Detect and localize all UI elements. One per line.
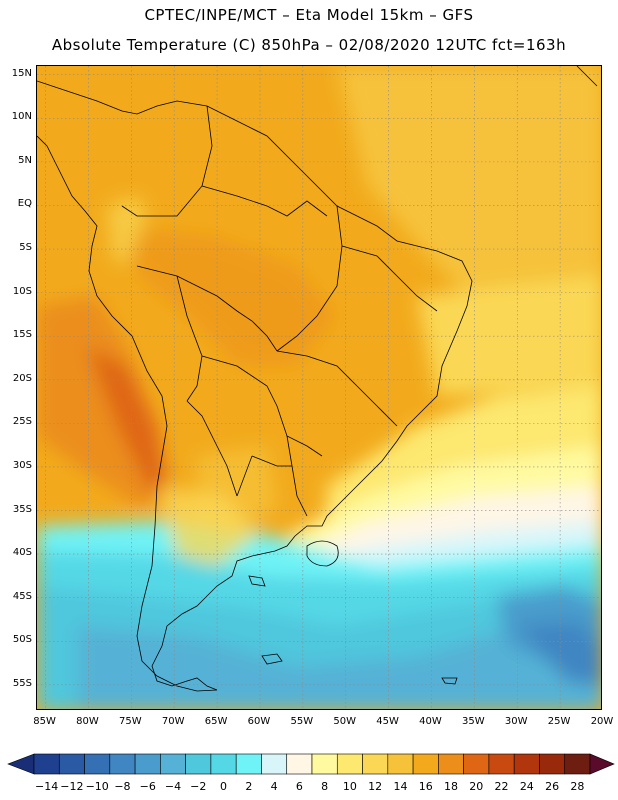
colorbar-label: 0 bbox=[220, 780, 228, 793]
colorbar-swatch bbox=[362, 753, 389, 775]
colorbar-swatch bbox=[210, 753, 237, 775]
latitude-label: 30S bbox=[12, 459, 32, 471]
colorbar-label: 8 bbox=[321, 780, 329, 793]
colorbar-swatch bbox=[539, 753, 566, 775]
colorbar-label: −8 bbox=[114, 780, 131, 793]
colorbar-swatch bbox=[336, 753, 363, 775]
colorbar-swatch bbox=[463, 753, 490, 775]
chart-title-line2: Absolute Temperature (C) 850hPa – 02/08/… bbox=[51, 36, 567, 54]
colorbar-label: 28 bbox=[570, 780, 585, 793]
longitude-label: 45W bbox=[376, 716, 399, 727]
colorbar-swatch bbox=[160, 753, 186, 775]
colorbar-label: 24 bbox=[519, 780, 534, 793]
colorbar-label: 22 bbox=[494, 780, 509, 793]
colorbar-swatch bbox=[488, 753, 515, 775]
longitude-label: 35W bbox=[462, 716, 485, 727]
colorbar-label: −10 bbox=[85, 780, 109, 793]
latitude-label: 10N bbox=[11, 111, 32, 123]
longitude-label: 25W bbox=[547, 716, 571, 727]
colorbar-swatch bbox=[564, 753, 591, 775]
colorbar bbox=[7, 753, 615, 775]
colorbar-label: 2 bbox=[245, 780, 253, 793]
colorbar-underflow-arrow bbox=[7, 753, 35, 775]
latitude-label: 45S bbox=[12, 590, 32, 602]
latitude-label: 40S bbox=[12, 547, 32, 559]
colorbar-label: −2 bbox=[190, 780, 207, 793]
colorbar-label: 10 bbox=[342, 780, 357, 793]
chart-title-line1: CPTEC/INPE/MCT – Eta Model 15km – GFS bbox=[144, 6, 474, 24]
colorbar-swatch bbox=[84, 753, 111, 775]
colorbar-overflow-arrow bbox=[589, 753, 615, 775]
map-panel bbox=[36, 65, 602, 710]
longitude-label: 20W bbox=[590, 716, 614, 727]
latitude-label: EQ bbox=[17, 198, 32, 210]
longitude-label: 55W bbox=[290, 716, 314, 727]
colorbar-label: −6 bbox=[139, 780, 156, 793]
colorbar-swatch bbox=[513, 753, 540, 775]
latitude-label: 20S bbox=[12, 372, 32, 384]
colorbar-swatch bbox=[58, 753, 85, 775]
colorbar-label: 18 bbox=[444, 780, 458, 793]
colorbar-label: 12 bbox=[368, 780, 383, 793]
longitude-label: 75W bbox=[119, 716, 142, 727]
latitude-label: 15S bbox=[12, 329, 32, 341]
colorbar-swatch bbox=[261, 753, 288, 775]
colorbar-label: 14 bbox=[393, 780, 408, 793]
graticule bbox=[37, 66, 601, 709]
colorbar-label: 26 bbox=[545, 780, 560, 793]
colorbar-swatch bbox=[109, 753, 136, 775]
latitude-label: 50S bbox=[12, 634, 32, 646]
colorbar-label: 6 bbox=[295, 780, 303, 793]
longitude-label: 30W bbox=[504, 716, 528, 727]
colorbar-swatch bbox=[134, 753, 161, 775]
latitude-label: 5S bbox=[19, 242, 32, 254]
colorbar-label: −12 bbox=[60, 780, 84, 793]
longitude-label: 85W bbox=[33, 716, 56, 727]
colorbar-label: 16 bbox=[418, 780, 433, 793]
longitude-label: 50W bbox=[333, 716, 357, 727]
colorbar-label: 20 bbox=[469, 780, 484, 793]
latitude-label: 15N bbox=[11, 67, 32, 79]
latitude-label: 5N bbox=[18, 154, 32, 166]
colorbar-swatch bbox=[387, 753, 414, 775]
longitude-label: 40W bbox=[419, 716, 442, 727]
colorbar-swatch bbox=[33, 753, 60, 775]
longitude-label: 65W bbox=[204, 716, 228, 727]
colorbar-swatch bbox=[438, 753, 464, 775]
colorbar-swatch bbox=[311, 753, 338, 775]
colorbar-swatch bbox=[235, 753, 262, 775]
colorbar-label: −14 bbox=[35, 780, 59, 793]
colorbar-swatch bbox=[412, 753, 439, 775]
longitude-label: 70W bbox=[161, 716, 185, 727]
colorbar-label: 4 bbox=[270, 780, 278, 793]
latitude-label: 10S bbox=[12, 285, 32, 297]
longitude-label: 80W bbox=[76, 716, 99, 727]
latitude-label: 25S bbox=[12, 416, 32, 428]
latitude-label: 55S bbox=[12, 677, 32, 689]
coastlines bbox=[37, 66, 598, 692]
latitude-label: 35S bbox=[12, 503, 32, 515]
temperature-map bbox=[37, 66, 601, 709]
longitude-label: 60W bbox=[247, 716, 271, 727]
colorbar-swatch bbox=[286, 753, 313, 775]
colorbar-swatch bbox=[185, 753, 212, 775]
colorbar-label: −4 bbox=[164, 780, 182, 793]
